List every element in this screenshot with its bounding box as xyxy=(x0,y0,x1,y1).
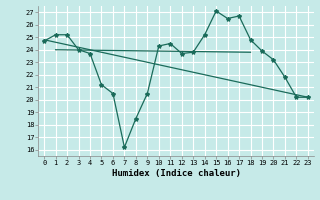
X-axis label: Humidex (Indice chaleur): Humidex (Indice chaleur) xyxy=(111,169,241,178)
